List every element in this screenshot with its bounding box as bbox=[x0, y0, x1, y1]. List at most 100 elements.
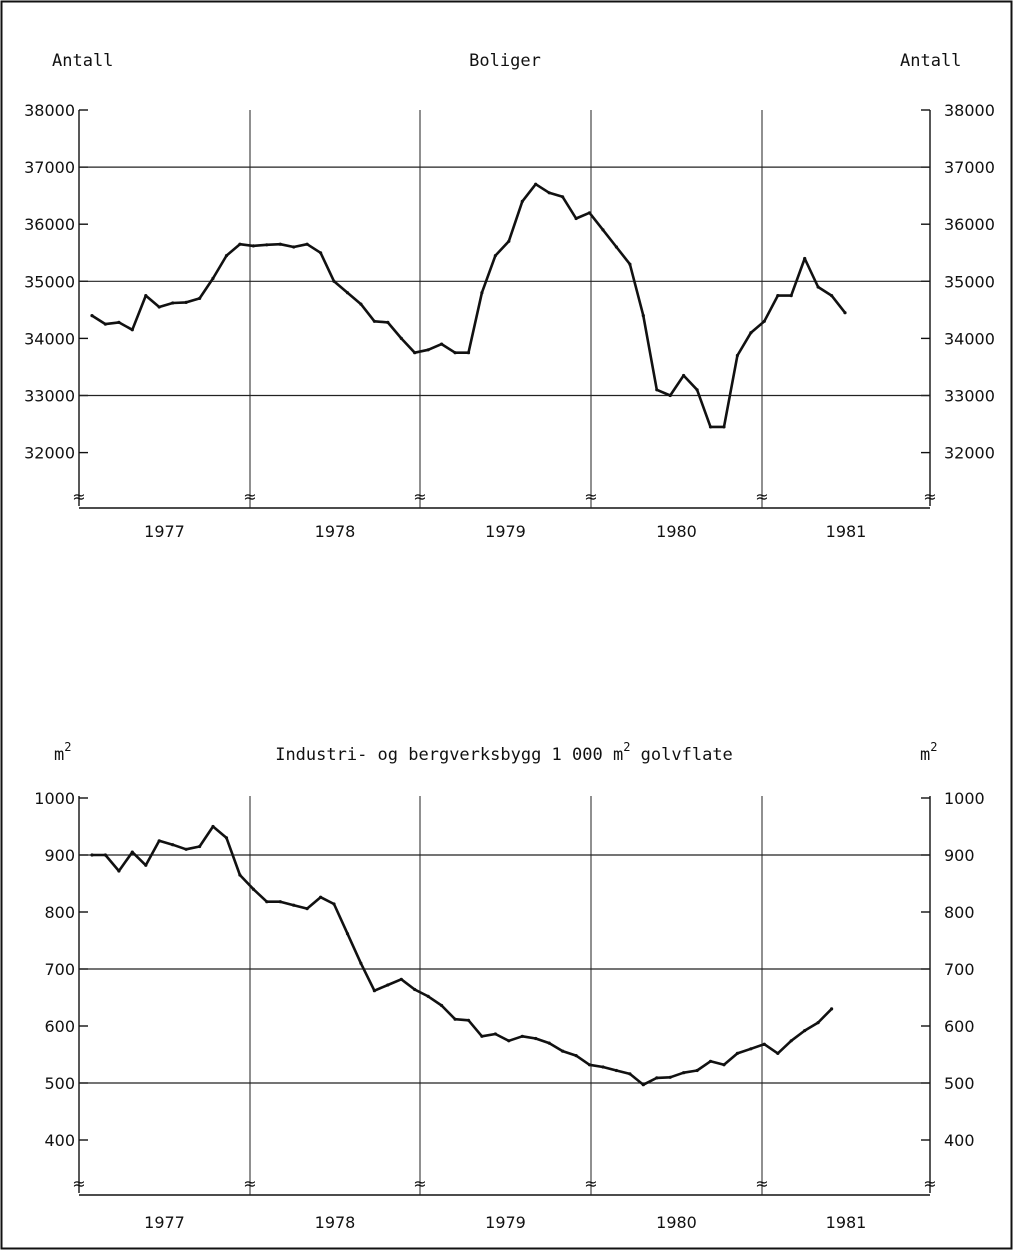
chart1-data-point bbox=[507, 239, 511, 243]
chart2-data-point bbox=[251, 887, 255, 891]
chart2-xtick-label: 1979 bbox=[485, 1213, 526, 1232]
chart2-data-point bbox=[493, 1032, 497, 1036]
chart2-data-point bbox=[426, 994, 430, 999]
chart1-data-point bbox=[198, 296, 202, 300]
chart2-data-point bbox=[440, 1003, 444, 1008]
chart1-data-point bbox=[359, 302, 363, 306]
chart1-data-point bbox=[265, 243, 269, 247]
chart1-ytick-label-left: 37000 bbox=[24, 158, 75, 177]
chart2-data-point bbox=[628, 1072, 632, 1076]
chart1-data-point bbox=[561, 195, 565, 199]
chart2-ylabel-right-sup: 2 bbox=[930, 740, 937, 754]
chart1-data-point bbox=[574, 216, 578, 221]
chart2-ylabel-left-sup: 2 bbox=[64, 740, 71, 754]
chart1-ytick-label-right: 33000 bbox=[944, 387, 995, 406]
chart1-data-point bbox=[601, 228, 605, 232]
chart2-series-line bbox=[92, 825, 833, 1086]
chart1-data-point bbox=[184, 300, 188, 304]
chart1-data-point bbox=[157, 305, 161, 309]
chart2-axis-break-marker: ≈ bbox=[584, 1174, 597, 1193]
chart2-data-point bbox=[641, 1083, 645, 1087]
chart2-data-point bbox=[668, 1075, 672, 1079]
chart2-data-point bbox=[466, 1018, 471, 1022]
chart1-data-point bbox=[251, 244, 255, 248]
chart1-data-point bbox=[668, 393, 672, 398]
chart1-data-point bbox=[319, 251, 323, 255]
chart1-ylabel-right: Antall bbox=[900, 51, 961, 71]
chart1-ylabel-left: Antall bbox=[52, 51, 113, 71]
chart1-ytick-label-left: 34000 bbox=[24, 329, 75, 348]
chart1-group: 38000 38000 37000 37000 36000 36000 35000 35000… bbox=[24, 101, 995, 541]
chart1-data-point bbox=[695, 388, 699, 392]
chart1-ytick-label-right: 34000 bbox=[944, 329, 995, 348]
chart2-data-point bbox=[655, 1076, 659, 1080]
chart2-data-point bbox=[305, 907, 309, 911]
chart1-data-point bbox=[211, 276, 215, 280]
chart2-axis-break-marker: ≈ bbox=[923, 1174, 936, 1193]
chart1-data-point bbox=[426, 348, 430, 352]
chart1-data-point bbox=[587, 211, 592, 215]
chart1-series-line bbox=[91, 182, 847, 429]
chart2-data-point bbox=[682, 1071, 686, 1075]
chart2-data-point bbox=[749, 1047, 753, 1051]
chart2-data-point bbox=[803, 1029, 807, 1033]
chart2-data-point bbox=[816, 1021, 820, 1025]
chart2-data-point bbox=[90, 853, 94, 857]
chart2-ytick-label-left: 1000 bbox=[34, 789, 75, 808]
chart1-data-point bbox=[789, 294, 793, 298]
chart2-xtick-label: 1980 bbox=[656, 1213, 697, 1232]
chart2-title: Industri- og bergverksbygg 1 000 m2 golv… bbox=[275, 740, 733, 765]
chart2-ytick-label-right: 600 bbox=[944, 1017, 975, 1036]
chart2-data-point bbox=[587, 1063, 592, 1067]
chart2-ytick-label-left: 500 bbox=[44, 1074, 75, 1093]
chart1-axis-break-marker: ≈ bbox=[413, 487, 426, 506]
chart2-data-point bbox=[480, 1034, 484, 1038]
chart2-ytick-label-left: 900 bbox=[44, 846, 75, 865]
chart2-ytick-label-right: 1000 bbox=[944, 789, 985, 808]
chart2-ytick-label-left: 600 bbox=[44, 1017, 75, 1036]
chart2-data-point bbox=[413, 987, 417, 992]
chart1-data-point bbox=[735, 353, 740, 358]
chart1-data-point bbox=[292, 245, 296, 249]
chart1-data-point bbox=[803, 256, 807, 261]
chart2-xtick-label: 1977 bbox=[144, 1213, 185, 1232]
chart2-data-point bbox=[238, 873, 242, 877]
chart1-axis-break-marker: ≈ bbox=[72, 487, 85, 506]
chart1-data-point bbox=[614, 245, 619, 249]
chart2-ytick-label-right: 700 bbox=[944, 960, 975, 979]
chart1-data-point bbox=[480, 291, 484, 295]
chart1-ytick-label-right: 32000 bbox=[944, 444, 995, 463]
chart1-xtick-label: 1980 bbox=[656, 522, 697, 541]
chart2-data-point bbox=[789, 1039, 793, 1043]
chart2-data-point bbox=[157, 839, 161, 843]
chart1-axis-break-marker: ≈ bbox=[584, 487, 597, 506]
chart1-data-point bbox=[749, 331, 753, 335]
chart1-data-point bbox=[682, 373, 686, 378]
chart1-data-point bbox=[238, 242, 242, 246]
chart1-data-point bbox=[493, 254, 497, 258]
chart2-ytick-label-left: 700 bbox=[44, 960, 75, 979]
chart1-data-point bbox=[372, 319, 376, 323]
chart2-data-point bbox=[762, 1042, 766, 1046]
chart2-data-point bbox=[319, 895, 323, 899]
chart2-data-point bbox=[144, 863, 148, 867]
chart1-data-point bbox=[628, 262, 632, 266]
chart1-data-point bbox=[103, 322, 107, 326]
chart1-ytick-label-right: 35000 bbox=[944, 272, 995, 291]
chart2-data-point bbox=[574, 1054, 578, 1058]
chart2-data-point bbox=[265, 900, 269, 904]
chart2-data-point bbox=[708, 1059, 713, 1063]
chart2-xtick-label: 1978 bbox=[315, 1213, 356, 1232]
chart2-data-point bbox=[776, 1051, 780, 1055]
chart2-data-point bbox=[722, 1063, 726, 1067]
chart1-axis-break-marker: ≈ bbox=[755, 487, 768, 506]
chart2-data-point bbox=[601, 1065, 605, 1069]
chart1-data-point bbox=[386, 320, 390, 324]
chart2-data-point bbox=[117, 869, 121, 873]
chart1-data-point bbox=[144, 294, 148, 298]
chart1-xtick-label: 1977 bbox=[144, 522, 185, 541]
chart1-ytick-label-right: 36000 bbox=[944, 215, 995, 234]
chart2-ytick-label-left: 800 bbox=[44, 903, 75, 922]
chart1-ytick-label-left: 36000 bbox=[24, 215, 75, 234]
